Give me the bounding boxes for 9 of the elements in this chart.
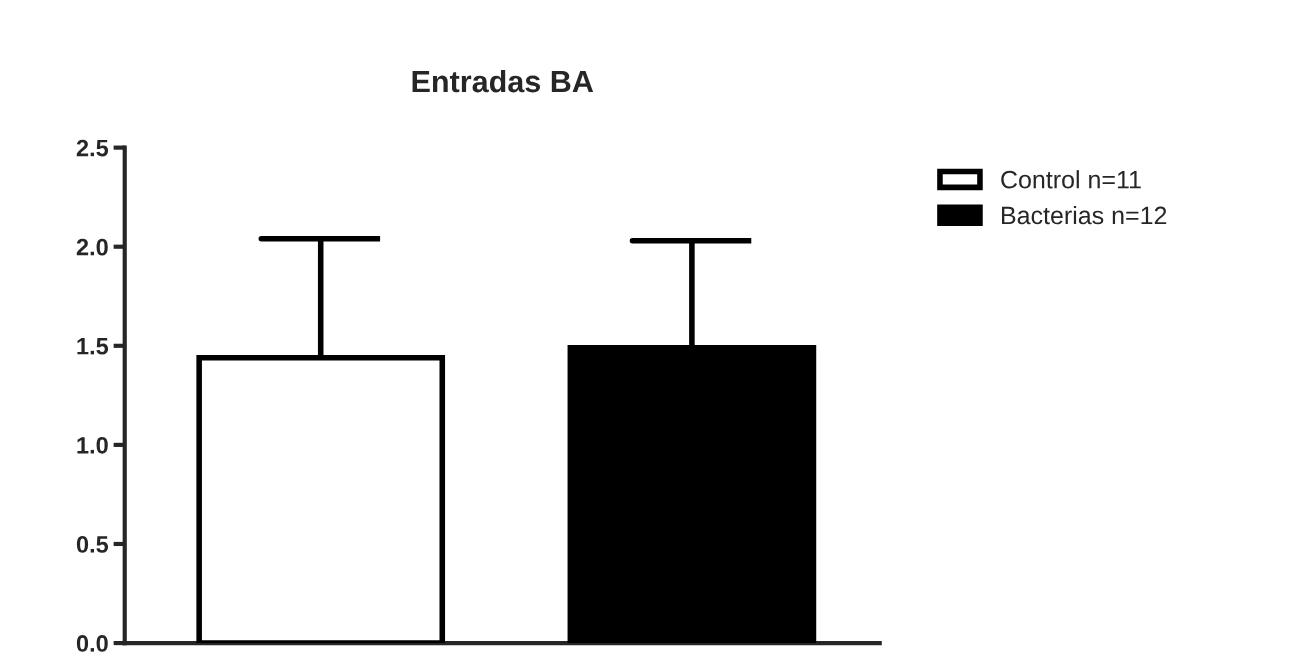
y-tick-label: 1.0 (77, 436, 108, 454)
chart-title: Entradas BA (412, 69, 594, 93)
legend-label: Control n=11 (1001, 170, 1141, 189)
y-tick-label: 1.5 (77, 338, 109, 355)
legend-label: Bacterias n=12 (1002, 205, 1167, 225)
y-tick-label: 2.0 (76, 238, 108, 256)
y-tick-label: 0.5 (76, 536, 109, 553)
y-tick-label: 0.0 (76, 635, 108, 652)
y-tick-label: 2.5 (76, 139, 109, 157)
